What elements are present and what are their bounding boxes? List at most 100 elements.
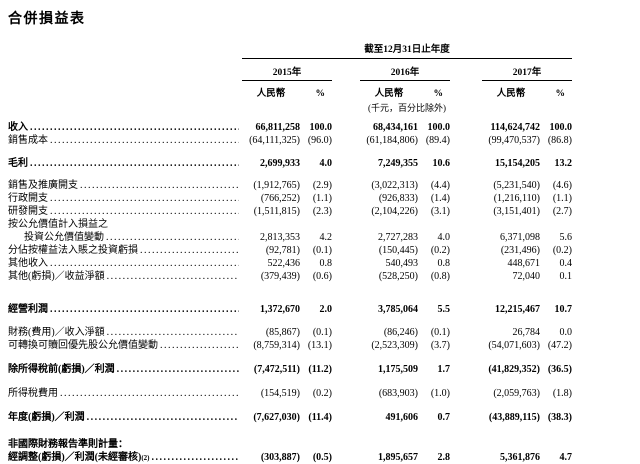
table-row: 毛利 2,699,933 4.0 7,249,355 10.6 15,154,205 13.…: [8, 157, 580, 170]
percent-label-2016: %: [433, 89, 444, 99]
cell-2017-rmb: 72,040: [512, 271, 541, 282]
cell-2017-pct: 0.0: [559, 327, 573, 338]
cell-2016-pct: 100.0: [427, 122, 451, 133]
row-label: 除所得稅前(虧損)／利潤: [8, 363, 242, 376]
cell-2016-rmb: (61,184,806): [366, 135, 418, 146]
year-header-row: 2015年 2016年 2017年: [8, 64, 580, 81]
dot-leader: [50, 134, 239, 147]
cell-2016-rmb: (528,250): [378, 271, 418, 282]
cell-2016-rmb: 491,606: [385, 412, 419, 423]
row-label: 行政開支: [8, 192, 242, 205]
cell-2017-rmb: (2,059,763): [493, 388, 540, 399]
cell-2017-rmb: (5,231,540): [493, 180, 540, 191]
cell-2015-pct: 2.0: [319, 304, 333, 315]
cell-2015-pct: (11.4): [308, 412, 332, 423]
cell-2016-rmb: (150,445): [378, 245, 418, 256]
dot-leader: [30, 121, 239, 134]
cell-2017-rmb: (54,071,603): [488, 340, 540, 351]
row-label: 非國際財務報告準則計量：: [8, 439, 128, 450]
year-header-2017: 2017年: [482, 64, 572, 81]
year-header-2015: 2015年: [242, 64, 332, 81]
table-row: 財務(費用)／收入淨額 (85,867) (0.1) (86,246) (0.1) 26,…: [8, 326, 580, 339]
dot-leader: [106, 231, 239, 244]
unit-note: (千元，百分比除外): [368, 103, 446, 113]
row-label: 銷售及推廣開支: [8, 179, 242, 192]
cell-2016-rmb: 1,175,509: [378, 364, 418, 375]
cell-2016-pct: 10.6: [432, 158, 451, 169]
row-label: 收入: [8, 121, 242, 134]
table-row: 經營利潤 1,372,670 2.0 3,785,064 5.5 12,215,467 10…: [8, 303, 580, 316]
cell-2015-rmb: (7,472,511): [253, 364, 300, 375]
row-label: 研發開支: [8, 205, 242, 218]
row-label: 所得稅費用: [8, 387, 242, 400]
cell-2017-pct: (38.3): [547, 412, 572, 423]
cell-2015-rmb: (8,759,314): [253, 340, 300, 351]
dot-leader: [160, 339, 239, 352]
row-label: 銷售成本: [8, 134, 242, 147]
cell-2017-rmb: (43,889,115): [488, 412, 540, 423]
cell-2015-pct: (0.6): [312, 271, 332, 282]
table-row-label-line: 按公允價值計入損益之: [8, 218, 580, 231]
cell-2017-rmb: (1,216,110): [493, 193, 540, 204]
cell-2017-pct: 10.7: [554, 304, 573, 315]
dot-leader: [50, 303, 239, 316]
row-label: 年度(虧損)／利潤: [8, 411, 242, 424]
cell-2017-pct: 100.0: [549, 122, 573, 133]
cell-2016-pct: (3.7): [430, 340, 450, 351]
percent-label-2017: %: [555, 89, 566, 99]
cell-2017-rmb: 15,154,205: [495, 158, 540, 169]
cell-2017-rmb: (231,496): [500, 245, 540, 256]
dot-leader: [60, 387, 239, 400]
cell-2016-rmb: (926,833): [378, 193, 418, 204]
dot-leader: [140, 244, 239, 257]
cell-2017-pct: 13.2: [554, 158, 573, 169]
table-row-label-line: 非國際財務報告準則計量：: [8, 438, 580, 451]
cell-2015-rmb: (7,627,030): [253, 412, 300, 423]
cell-2017-pct: (1.1): [552, 193, 572, 204]
table-row: 研發開支 (1,511,815) (2.3) (2,104,226) (3.1) (3,1…: [8, 205, 580, 218]
dot-leader: [80, 179, 239, 192]
table-row: 分佔按權益法入賬之投資虧損 (92,781) (0.1) (150,445) (0.2)…: [8, 244, 580, 257]
income-statement-table: 截至12月31日止年度 2015年 2016年 2017年 人民幣 % 人民幣 …: [8, 41, 580, 464]
row-label: 財務(費用)／收入淨額: [8, 326, 242, 339]
dot-leader: [107, 270, 239, 283]
cell-2015-rmb: (85,867): [265, 327, 300, 338]
cell-2016-pct: (89.4): [425, 135, 450, 146]
row-label: 其他收入: [8, 257, 242, 270]
dot-leader: [117, 363, 239, 376]
cell-2016-rmb: (2,523,309): [371, 340, 418, 351]
cell-2017-pct: (4.6): [552, 180, 572, 191]
cell-2015-rmb: 2,699,933: [260, 158, 300, 169]
table-row: 可轉換可贖回優先股公允價值變動 (8,759,314) (13.1) (2,523,3…: [8, 339, 580, 352]
cell-2017-pct: (2.7): [552, 206, 572, 217]
page-title: 合併損益表: [8, 12, 86, 27]
cell-2017-pct: (86.8): [547, 135, 572, 146]
cell-2016-rmb: 7,249,355: [378, 158, 418, 169]
cell-2015-rmb: (92,781): [265, 245, 300, 256]
cell-2015-rmb: (379,439): [260, 271, 300, 282]
cell-2016-pct: (4.4): [430, 180, 450, 191]
dot-leader: [50, 192, 239, 205]
cell-2016-rmb: 68,434,161: [373, 122, 418, 133]
cell-2016-pct: (0.8): [430, 271, 450, 282]
cell-2015-rmb: (1,511,815): [253, 206, 300, 217]
cell-2017-pct: (36.5): [547, 364, 572, 375]
currency-label-2015: 人民幣: [256, 89, 286, 99]
cell-2016-rmb: (86,246): [383, 327, 418, 338]
cell-2016-pct: 4.0: [437, 232, 451, 243]
cell-2017-rmb: (99,470,537): [488, 135, 540, 146]
cell-2016-rmb: 540,493: [385, 258, 419, 269]
percent-label-2015: %: [315, 89, 326, 99]
period-header-row: 截至12月31日止年度: [8, 41, 580, 59]
cell-2015-rmb: (1,912,765): [253, 180, 300, 191]
cell-2015-pct: (2.3): [312, 206, 332, 217]
cell-2016-pct: (0.2): [430, 245, 450, 256]
table-row: 所得稅費用 (154,519) (0.2) (683,903) (1.0) (2,059,…: [8, 387, 580, 400]
cell-2015-pct: 100.0: [309, 122, 333, 133]
cell-2017-pct: 0.4: [559, 258, 573, 269]
cell-2017-pct: 0.1: [559, 271, 573, 282]
currency-label-2016: 人民幣: [374, 89, 404, 99]
unit-note-row: (千元，百分比除外): [8, 99, 580, 114]
cell-2015-pct: (2.9): [312, 180, 332, 191]
cell-2015-rmb: 522,436: [267, 258, 301, 269]
